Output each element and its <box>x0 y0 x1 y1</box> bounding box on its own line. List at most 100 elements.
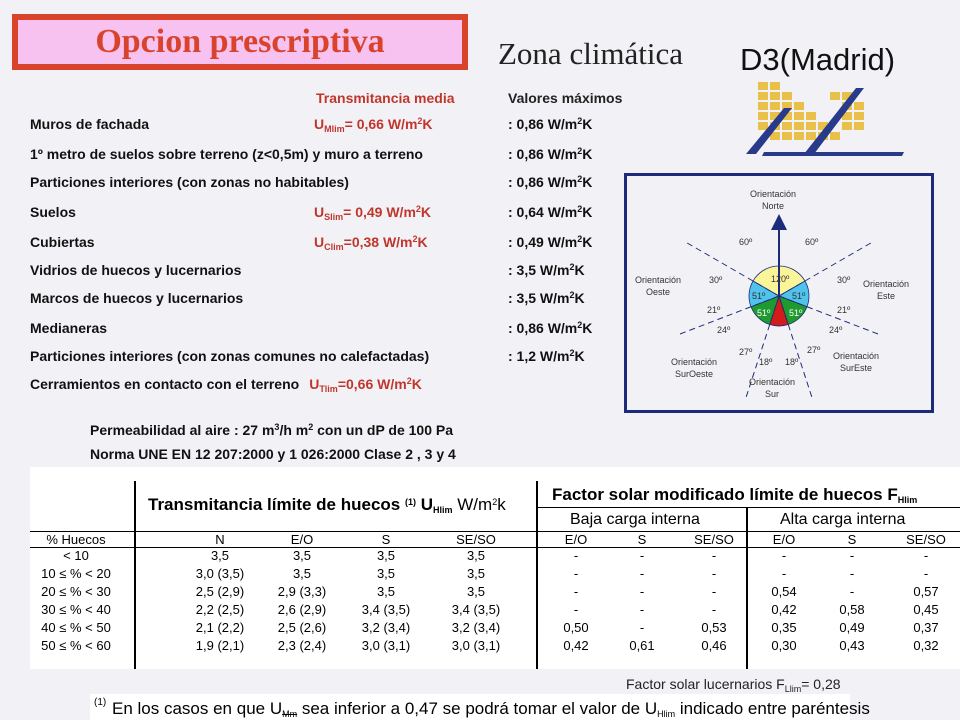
unit-sup: 2 <box>417 116 423 126</box>
angle-southeast-sector: 51º <box>789 308 803 318</box>
table-hline-sub <box>536 507 960 508</box>
inline-limit-value: UTlim=0,66 W/m2K <box>309 376 422 394</box>
table-cell: - <box>639 548 645 563</box>
table-cell: 1,9 (2,1) <box>195 638 245 653</box>
table-cell: 3,4 (3,5) <box>361 602 411 617</box>
unit-sup: 2 <box>577 116 583 126</box>
unit-sup: 2 <box>569 348 575 358</box>
table-cell: 0,50 <box>563 620 589 635</box>
label-este-line1: Orientación <box>863 279 910 289</box>
label-suroeste: Orientación SurOeste <box>671 356 717 380</box>
table-cell: 0,53 <box>701 620 727 635</box>
table-header-cell: N <box>215 532 225 547</box>
table-cell: 0,32 <box>913 638 939 653</box>
table-row-header: 50 ≤ % < 60 <box>41 638 111 653</box>
label-sureste-line1: Orientación <box>833 351 880 361</box>
table-cell: 0,46 <box>701 638 727 653</box>
unit-k: K <box>582 320 593 336</box>
angle-30-right: 30º <box>837 275 851 285</box>
table-hline-top <box>30 531 960 532</box>
limit-symbol: U <box>314 204 325 220</box>
label-norte-line2: Norte <box>762 201 785 211</box>
unit-k: K <box>574 262 585 278</box>
table-cell: 2,2 (2,5) <box>195 602 245 617</box>
limit-text: =0,38 W/m <box>343 234 413 250</box>
table-cell: - <box>639 620 645 635</box>
label-oeste-line2: Oeste <box>646 287 671 297</box>
unit-k: K <box>411 376 422 392</box>
zona-label: Zona climática <box>498 36 684 71</box>
table-cell: 0,42 <box>563 638 589 653</box>
unit-k: K <box>422 116 433 132</box>
table-cell: 2,5 (2,6) <box>277 620 327 635</box>
table-cell: 0,43 <box>839 638 865 653</box>
label-norte-line1: Orientación <box>750 189 797 199</box>
unit-sup: 2 <box>415 204 421 214</box>
requirement-label: Suelos <box>30 204 76 220</box>
angle-60-right: 60º <box>805 237 819 247</box>
max-text: : 0,49 W/m <box>508 234 578 250</box>
table-cell: - <box>639 584 645 599</box>
max-text: : 0,86 W/m <box>508 174 578 190</box>
table-cell: 2,3 (2,4) <box>277 638 327 653</box>
requirement-label: Marcos de huecos y lucernarios <box>30 290 243 306</box>
table-title-transmitancia: Transmitancia límite de huecos (1) UHlim… <box>148 495 506 515</box>
header-transmitancia: Transmitancia media <box>316 90 455 106</box>
limit-subscript: Tlim <box>319 384 338 394</box>
label-sur-line2: Sur <box>765 389 780 399</box>
max-value: : 0,86 W/m2K <box>508 146 592 162</box>
table-cell: - <box>639 566 645 581</box>
table-header-cell: E/O <box>290 532 314 547</box>
orientation-ray <box>778 295 813 399</box>
table-cell: - <box>573 584 579 599</box>
table-cell: 3,0 (3,1) <box>361 638 411 653</box>
angle-21-left: 21º <box>707 305 721 315</box>
unit-sup: 2 <box>406 376 412 386</box>
unit-k: K <box>574 290 585 306</box>
table-header-cell: S <box>637 532 647 547</box>
angle-west-sector: 51º <box>752 291 766 301</box>
max-value: : 0,86 W/m2K <box>508 116 592 132</box>
unit-k: K <box>420 204 432 220</box>
label-suroeste-line2: SurOeste <box>675 369 714 379</box>
requirement-label-text: Cerramientos en contacto con el terreno <box>30 376 300 392</box>
max-text: : 3,5 W/m <box>508 262 570 278</box>
table-row-header: 10 ≤ % < 20 <box>41 566 111 581</box>
angle-24-left: 24º <box>717 325 731 335</box>
max-value: : 0,49 W/m2K <box>508 234 592 250</box>
table-hline-header <box>30 547 960 548</box>
angle-27-right: 27º <box>807 345 821 355</box>
table-header-cell: E/O <box>772 532 796 547</box>
requirement-label-text: Suelos <box>30 204 76 220</box>
table-cell: - <box>781 548 787 563</box>
max-text: : 0,86 W/m <box>508 320 578 336</box>
max-value: : 0,86 W/m2K <box>508 174 592 190</box>
angle-24-right: 24º <box>829 325 843 335</box>
requirement-label: Muros de fachada <box>30 116 149 132</box>
max-text: : 3,5 W/m <box>508 290 570 306</box>
table-cell: 0,61 <box>629 638 655 653</box>
orientation-svg <box>677 214 881 399</box>
limit-text: = 0,49 W/m <box>343 204 416 220</box>
mean-limit-value: UClim=0,38 W/m2K <box>314 234 428 252</box>
table-cell: 3,5 <box>292 566 312 581</box>
table-cell: - <box>711 584 717 599</box>
requirement-label-text: Particiones interiores (con zonas no hab… <box>30 174 349 190</box>
requirement-label: Vidrios de huecos y lucernarios <box>30 262 241 278</box>
table-row-header: 40 ≤ % < 50 <box>41 620 111 635</box>
page-title: Opcion prescriptiva <box>95 23 385 60</box>
windows-limit-table: Transmitancia límite de huecos (1) UHlim… <box>30 467 960 669</box>
table-cell: 2,9 (3,3) <box>277 584 327 599</box>
max-value: : 3,5 W/m2K <box>508 290 585 306</box>
table-cell: - <box>781 566 787 581</box>
angle-27-left: 27º <box>739 347 753 357</box>
unit-sup: 2 <box>577 174 583 184</box>
title-box: Opcion prescriptiva <box>12 14 468 70</box>
table-cell: 3,2 (3,4) <box>361 620 411 635</box>
table-cell: - <box>639 602 645 617</box>
table-vline-mid <box>536 481 538 669</box>
factor-solar-lucernarios: Factor solar lucernarios FLlim= 0,28 <box>626 676 841 694</box>
unit-k: K <box>417 234 428 250</box>
unit-sup: 2 <box>569 290 575 300</box>
requirement-label: Cubiertas <box>30 234 95 250</box>
